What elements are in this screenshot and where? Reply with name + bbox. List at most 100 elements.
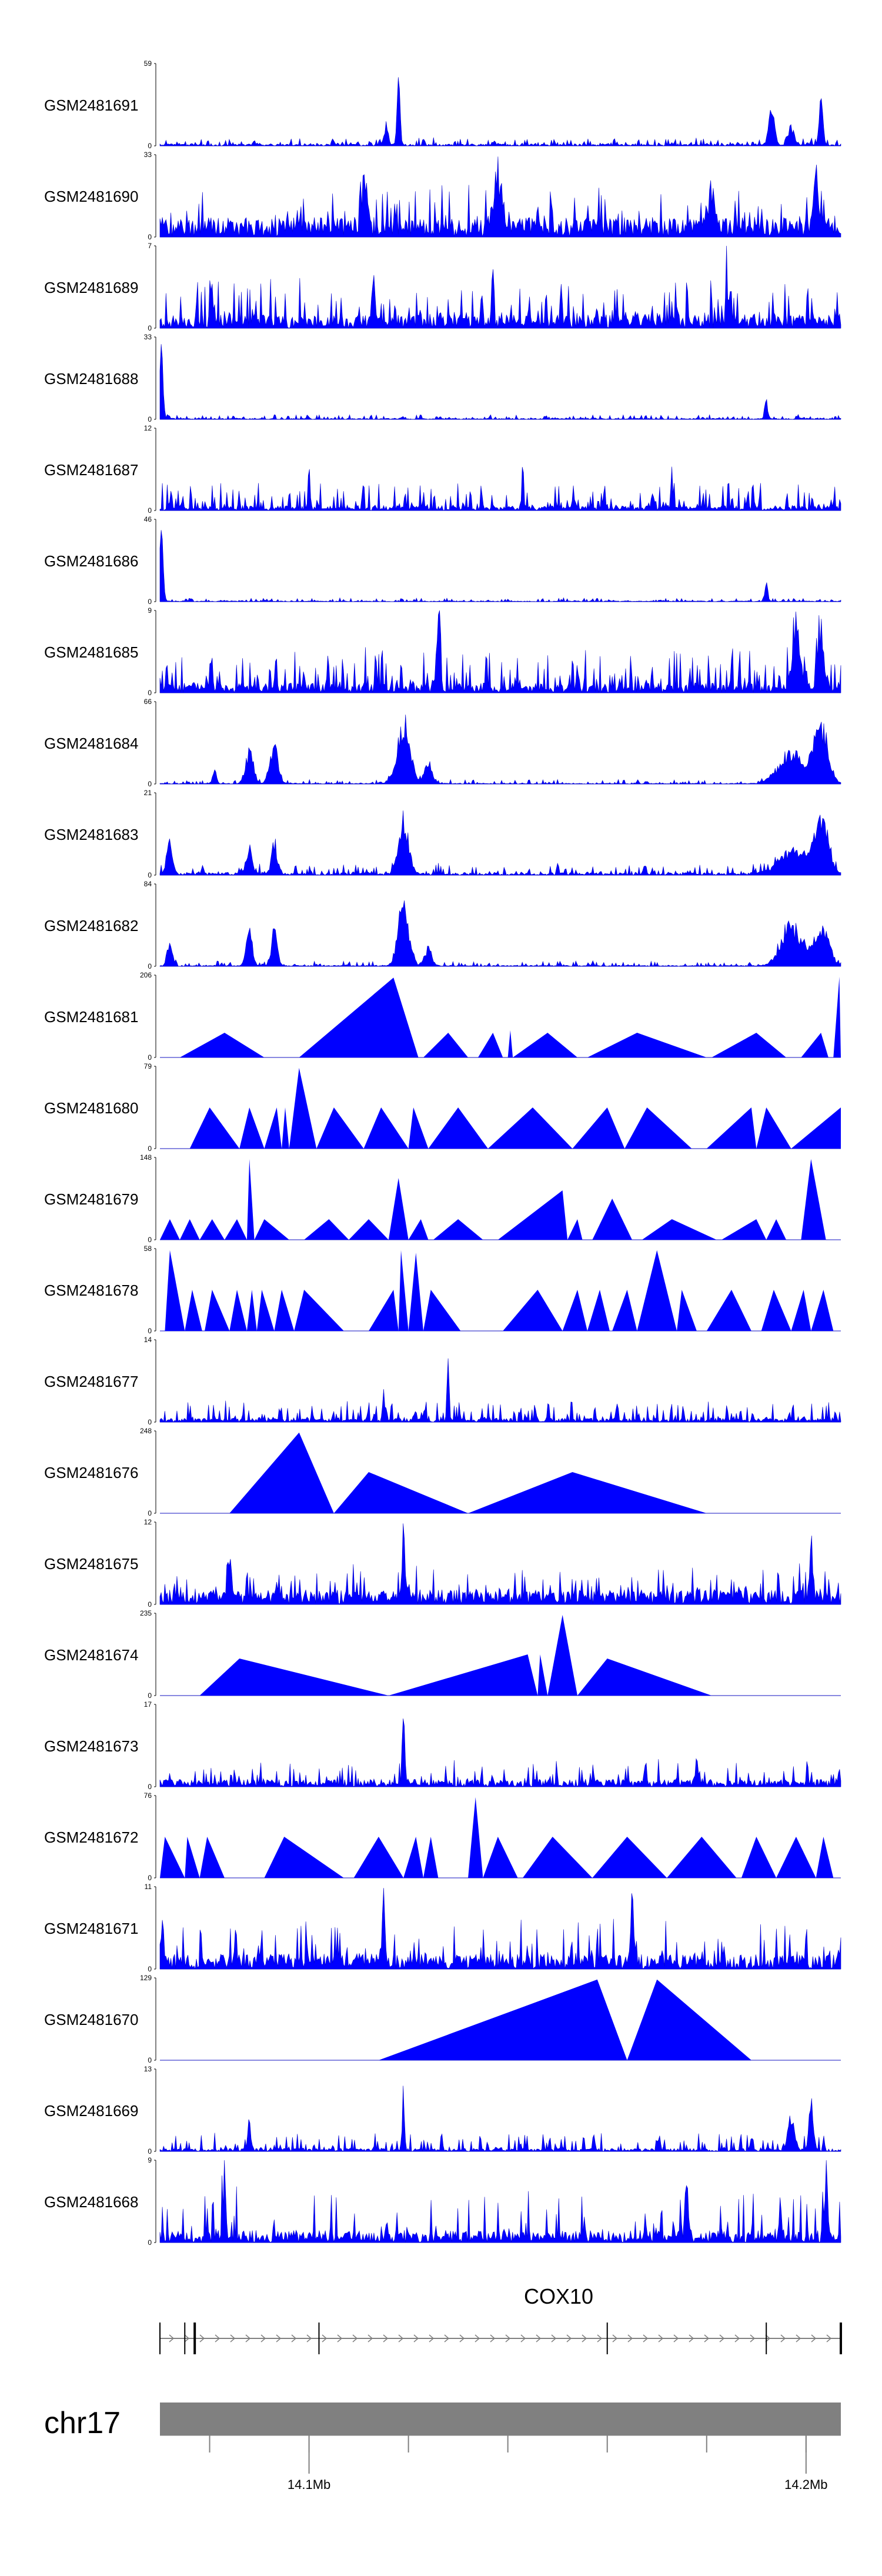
signal-peak [423, 1837, 439, 1878]
signal-peak [562, 1290, 587, 1331]
y-max-label: 9 [148, 2156, 152, 2164]
track-label: GSM2481684 [44, 735, 138, 752]
y-min-label: 0 [148, 233, 152, 241]
track-label: GSM2481675 [44, 1555, 138, 1573]
strand-arrow [215, 2334, 220, 2343]
signal-peak [408, 1219, 429, 1240]
signal-peak [477, 1033, 503, 1057]
y-min-label: 0 [148, 1144, 152, 1153]
coverage-track: GSM2481685 9 0 [44, 606, 841, 697]
signal-peak [503, 1290, 563, 1331]
signal-peak [199, 1219, 225, 1240]
signal-peak [833, 976, 841, 1057]
track-label: GSM2481691 [44, 96, 138, 114]
y-max-label: 235 [140, 1609, 152, 1617]
signal-peak [637, 1250, 677, 1331]
y-min-label: 0 [148, 871, 152, 879]
signal-peak [369, 1290, 399, 1331]
signal-peak [349, 1219, 389, 1240]
signal-peak [741, 1837, 777, 1878]
signal-peak [264, 1107, 282, 1149]
signal-peak [274, 1290, 295, 1331]
coverage-track: GSM2481690 33 0 [44, 151, 841, 241]
strand-arrow [459, 2334, 465, 2343]
strand-arrow [184, 2334, 190, 2343]
axis-tick-label: 14.2Mb [784, 2477, 827, 2492]
y-min-label: 0 [148, 1236, 152, 1244]
y-min-label: 0 [148, 1053, 152, 1062]
y-max-label: 13 [144, 2065, 152, 2073]
signal-peak [711, 1033, 787, 1057]
signal-peak [577, 1659, 712, 1696]
coverage-track: GSM2481670 129 0 [44, 1974, 841, 2064]
coverage-track: GSM2481671 11 0 [44, 1883, 841, 1973]
signal-area [159, 530, 841, 602]
signal-peak [507, 1030, 513, 1057]
y-min-label: 0 [148, 1327, 152, 1335]
signal-peak [523, 1837, 593, 1878]
strand-arrow [750, 2334, 756, 2343]
y-min-label: 0 [148, 1691, 152, 1700]
signal-peak [264, 1837, 344, 1878]
y-min-label: 0 [148, 415, 152, 423]
strand-arrow [352, 2334, 358, 2343]
signal-area [159, 344, 841, 420]
signal-peak [423, 1033, 469, 1057]
y-max-label: 79 [144, 1062, 152, 1070]
coverage-track: GSM2481680 79 0 [44, 1062, 841, 1153]
coverage-track: GSM2481678 58 0 [44, 1244, 841, 1335]
signal-peak [246, 1159, 255, 1240]
strand-arrow [337, 2334, 343, 2343]
strand-arrow [734, 2334, 740, 2343]
signal-peak [199, 1837, 225, 1878]
coverage-track: GSM2481689 7 0 [44, 242, 841, 332]
strand-arrow [765, 2334, 771, 2343]
y-min-label: 0 [148, 1874, 152, 1882]
signal-peak [627, 1979, 751, 2060]
strand-arrow [245, 2334, 251, 2343]
track-label: GSM2481668 [44, 2193, 138, 2211]
signal-peak [612, 1290, 637, 1331]
track-label: GSM2481670 [44, 2011, 138, 2028]
y-min-label: 0 [148, 689, 152, 697]
y-min-label: 0 [148, 324, 152, 332]
signal-peak [487, 1107, 573, 1149]
signal-peak [199, 1659, 389, 1696]
signal-peak [403, 1837, 423, 1878]
signal-peak [294, 1290, 344, 1331]
axis-tick-label: 14.1Mb [288, 2477, 330, 2492]
y-max-label: 76 [144, 1791, 152, 1800]
coverage-track: GSM2481682 84 0 [44, 880, 841, 970]
strand-arrow [230, 2334, 236, 2343]
strand-arrow [536, 2334, 542, 2343]
signal-peak [468, 1797, 483, 1878]
chromosome-ideogram: chr17 [44, 2403, 841, 2440]
signal-peak [229, 1290, 247, 1331]
signal-area [159, 466, 841, 511]
y-max-label: 12 [144, 1518, 152, 1526]
y-min-label: 0 [148, 142, 152, 150]
signal-peak [766, 1219, 787, 1240]
y-min-label: 0 [148, 2147, 152, 2155]
signal-peak [537, 1654, 548, 1696]
strand-arrow [398, 2334, 404, 2343]
signal-peak [189, 1107, 240, 1149]
strand-arrow [551, 2334, 557, 2343]
signal-area [159, 2160, 841, 2243]
y-max-label: 21 [144, 789, 152, 797]
signal-peak [592, 1199, 632, 1240]
signal-peak [224, 1219, 247, 1240]
y-max-label: 84 [144, 880, 152, 888]
strand-arrow [520, 2334, 526, 2343]
signal-peak [816, 1837, 834, 1878]
signal-area [159, 1358, 841, 1423]
strand-arrow [368, 2334, 373, 2343]
signal-peak [388, 1178, 409, 1240]
strand-arrow [597, 2334, 603, 2343]
signal-peak [246, 1290, 257, 1331]
gene-model [159, 2323, 842, 2354]
signal-peak [483, 1837, 518, 1878]
signal-peak [706, 1290, 751, 1331]
track-label: GSM2481673 [44, 1737, 138, 1755]
